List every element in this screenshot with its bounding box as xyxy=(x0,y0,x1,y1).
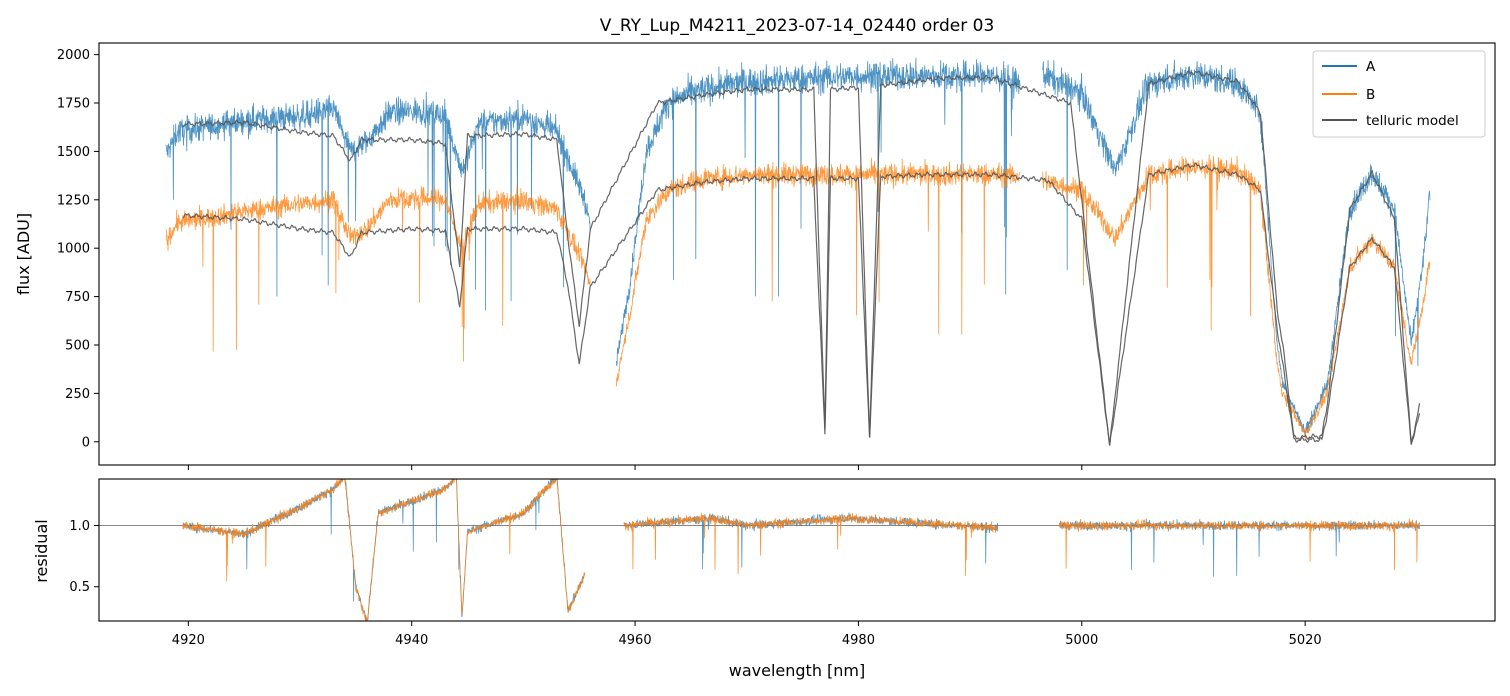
residual-y-ticks: 0.5 1.0 xyxy=(69,519,99,595)
flux-y-tick-label: 0 xyxy=(82,435,90,450)
flux-panel: 0 250 500 750 1000 1250 1500 1750 2000 flux [ADU… xyxy=(14,42,1496,470)
flux-y-ticks: 0 250 500 750 1000 1250 1500 1750 2000 xyxy=(57,48,99,450)
residual-x-axis-label: wavelength [nm] xyxy=(729,661,866,680)
residual-b-segment-2 xyxy=(1059,518,1421,571)
telluric-model-line-b xyxy=(182,162,1421,445)
residual-b-segment-1 xyxy=(623,512,999,576)
flux-x-ticks xyxy=(187,465,1306,470)
legend: A B telluric model xyxy=(1312,50,1486,138)
flux-y-tick-label: 2000 xyxy=(57,48,90,63)
series-b-segment-1 xyxy=(615,157,1021,387)
flux-axes-frame xyxy=(98,42,1496,466)
residual-y-tick-label: 0.5 xyxy=(69,580,90,595)
residual-x-tick-label: 4960 xyxy=(619,633,652,648)
series-a-segment-2 xyxy=(1042,59,1431,436)
residual-y-axis-label: residual xyxy=(32,519,51,582)
residual-x-tick-label: 4940 xyxy=(395,633,428,648)
legend-label-a: A xyxy=(1366,59,1376,75)
residual-y-tick-label: 1.0 xyxy=(69,519,90,534)
residual-x-tick-label: 4920 xyxy=(172,633,205,648)
flux-y-tick-label: 1750 xyxy=(57,97,90,112)
flux-plot-area xyxy=(165,57,1431,446)
residual-x-tick-label: 5020 xyxy=(1289,633,1322,648)
legend-label-b: B xyxy=(1366,87,1375,103)
series-a-segment-0 xyxy=(165,91,591,311)
series-b-segment-0 xyxy=(165,185,591,362)
residual-x-tick-label: 5000 xyxy=(1065,633,1098,648)
residual-axes-frame xyxy=(98,478,1496,622)
residual-panel: 0.5 1.0 4920 4940 4960 4980 5000 5020 residual… xyxy=(32,478,1496,680)
flux-y-tick-label: 1000 xyxy=(57,242,90,257)
telluric-model-line-a xyxy=(182,70,1421,446)
residual-a-segment-0 xyxy=(182,479,586,621)
series-a-segment-1 xyxy=(615,57,1021,366)
flux-y-tick-label: 1250 xyxy=(57,193,90,208)
legend-label-telluric: telluric model xyxy=(1366,113,1459,129)
residual-x-tick-label: 4980 xyxy=(842,633,875,648)
figure-title: V_RY_Lup_M4211_2023-07-14_02440 order 03 xyxy=(600,16,995,36)
flux-y-tick-label: 750 xyxy=(65,290,90,305)
residual-x-ticks: 4920 4940 4960 4980 5000 5020 xyxy=(172,621,1322,648)
series-b-segment-2 xyxy=(1042,154,1431,440)
residual-plot-area xyxy=(99,479,1495,621)
flux-y-tick-label: 250 xyxy=(65,387,90,402)
flux-y-tick-label: 1500 xyxy=(57,145,90,160)
flux-y-tick-label: 500 xyxy=(65,338,90,353)
residual-b-segment-0 xyxy=(182,479,586,621)
flux-y-axis-label: flux [ADU] xyxy=(14,213,33,295)
legend-box xyxy=(1312,50,1486,138)
